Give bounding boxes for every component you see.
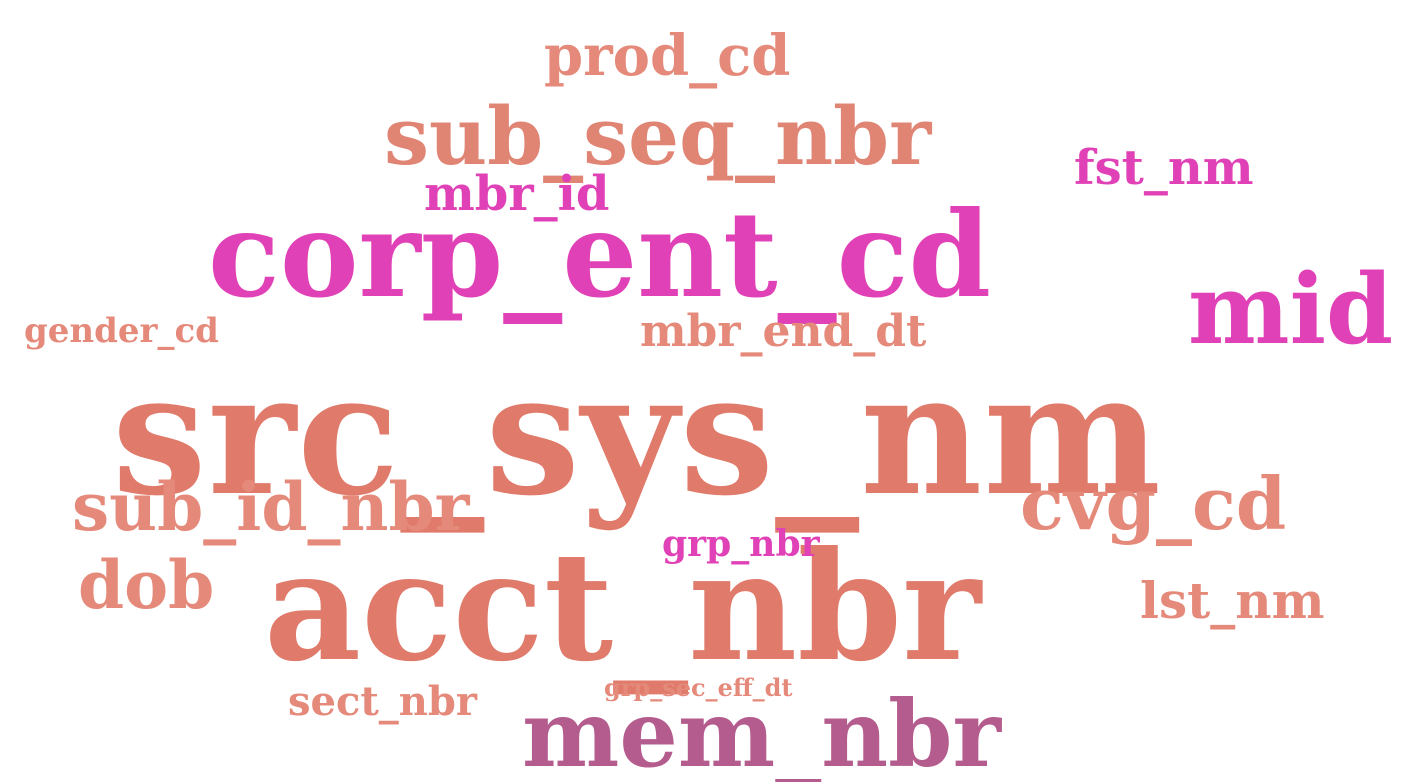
word-sect-nbr: sect_nbr <box>288 678 477 725</box>
word-fst-nm: fst_nm <box>1074 140 1254 196</box>
word-mbr-id: mbr_id <box>424 166 610 222</box>
word-mid: mid <box>1188 253 1394 366</box>
word-gender-cd: gender_cd <box>24 311 219 351</box>
word-sub-seq-nbr: sub_seq_nbr <box>384 89 932 183</box>
word-corp-ent-cd: corp_ent_cd <box>208 185 991 324</box>
word-acct-nbr: acct_nbr <box>264 519 982 695</box>
word-mem-nbr: mem_nbr <box>522 680 1001 782</box>
word-src-sys-nm: src_sys_nm <box>112 335 1163 533</box>
word-sub-id-nbr: sub_id_nbr <box>72 468 470 546</box>
word-lst-nm: lst_nm <box>1140 571 1325 630</box>
word-cvg-cd: cvg_cd <box>1020 461 1287 546</box>
word-grp-nbr: grp_nbr <box>662 523 820 565</box>
word-mbr-end-dt: mbr_end_dt <box>640 306 927 357</box>
word-grp-sec-eff-dt: grp_sec_eff_dt <box>604 673 793 702</box>
word-prod-cd: prod_cd <box>544 23 791 89</box>
word-dob: dob <box>78 546 215 624</box>
